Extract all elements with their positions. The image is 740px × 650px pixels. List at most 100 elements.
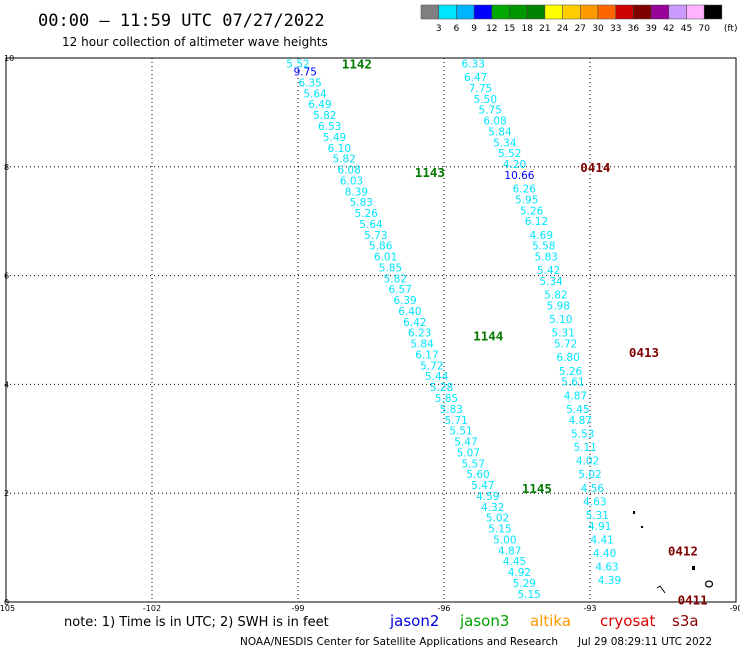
scale-swatch xyxy=(668,4,687,20)
swh-value: 6.33 xyxy=(462,58,485,70)
swh-value: 5.26 xyxy=(520,205,544,217)
swh-value: 6.47 xyxy=(464,72,487,84)
scale-swatch xyxy=(633,4,652,20)
swh-value: 4.63 xyxy=(583,496,606,508)
swh-value: 5.86 xyxy=(369,241,393,253)
swh-value: 5.60 xyxy=(466,469,489,481)
mission-s3a: s3a xyxy=(672,612,699,630)
island-mark xyxy=(641,526,643,528)
swh-value: 5.83 xyxy=(440,404,463,416)
scale-label: 21 xyxy=(539,24,550,34)
scale-swatch xyxy=(420,4,439,20)
swh-value: 5.02 xyxy=(578,469,601,481)
swh-value: 4.02 xyxy=(576,456,599,468)
swh-value: 5.02 xyxy=(486,513,509,525)
scale-swatch xyxy=(597,4,616,20)
swh-value: 5.45 xyxy=(566,404,589,416)
scale-label: 9 xyxy=(471,24,477,34)
swh-value: 6.53 xyxy=(318,121,341,133)
scale-swatch xyxy=(703,4,723,20)
swh-value: 6.01 xyxy=(374,252,397,264)
scale-swatch xyxy=(438,4,457,20)
swh-value: 4.63 xyxy=(595,562,618,574)
x-tick-label: -96 xyxy=(437,604,450,613)
swh-value: 4.40 xyxy=(593,548,616,560)
swh-value: 5.34 xyxy=(539,276,563,288)
y-tick-label: 4 xyxy=(4,380,9,389)
swh-value: 4.91 xyxy=(588,521,611,533)
coast-line xyxy=(656,585,666,594)
swh-value: 5.82 xyxy=(313,110,336,122)
footer-timestamp: Jul 29 08:29:11 UTC 2022 xyxy=(577,636,712,648)
scale-swatch xyxy=(686,4,705,20)
swh-value: 6.17 xyxy=(415,349,438,361)
swh-value: 8.39 xyxy=(345,186,368,198)
swh-value: 6.57 xyxy=(389,284,412,296)
swh-value: 5.64 xyxy=(359,219,383,231)
y-tick-label: 0 xyxy=(4,598,9,607)
footer-credit: NOAA/NESDIS Center for Satellite Applica… xyxy=(240,636,558,648)
island-mark xyxy=(692,566,695,570)
swh-value: 5.29 xyxy=(513,578,536,590)
swh-value: 5.28 xyxy=(430,382,453,394)
scale-swatch xyxy=(473,4,493,20)
scale-label: 6 xyxy=(454,24,460,34)
swh-value: 5.11 xyxy=(573,442,596,454)
swh-value: 4.56 xyxy=(581,483,605,495)
swh-value: 6.12 xyxy=(525,216,548,228)
swh-value: 5.83 xyxy=(350,197,373,209)
swh-value: 6.35 xyxy=(298,77,321,89)
scale-label: 27 xyxy=(575,24,586,34)
swh-value: 5.26 xyxy=(559,366,583,378)
swh-value: 4.92 xyxy=(508,567,531,579)
swh-value: 5.98 xyxy=(547,301,570,313)
orbit-label: 0412 xyxy=(668,543,698,558)
scale-label: 39 xyxy=(645,24,657,34)
swh-value: 4.87 xyxy=(564,390,587,402)
orbit-label: 0413 xyxy=(629,345,659,360)
swh-value: 6.26 xyxy=(513,184,537,196)
swh-value: 5.15 xyxy=(517,589,540,601)
swh-value: 5.47 xyxy=(454,437,477,449)
island-mark xyxy=(704,580,714,588)
swh-value: 5.82 xyxy=(384,273,407,285)
swh-value: 5.31 xyxy=(586,510,609,522)
y-tick-label: 10 xyxy=(4,54,14,63)
swh-value: 5.00 xyxy=(493,534,516,546)
scale-label: 33 xyxy=(610,24,621,34)
coastline-fragments xyxy=(633,511,714,594)
chart-subtitle: 12 hour collection of altimeter wave hei… xyxy=(62,35,328,49)
y-tick-label: 6 xyxy=(4,272,9,281)
x-tick-label: -99 xyxy=(291,604,304,613)
swh-value: 4.69 xyxy=(530,230,553,242)
swh-value: 5.83 xyxy=(535,252,558,264)
mission-cryosat: cryosat xyxy=(600,612,655,630)
y-tick-label: 2 xyxy=(4,489,9,498)
swh-value: 5.34 xyxy=(493,137,517,149)
grid xyxy=(6,58,736,602)
scale-label: 30 xyxy=(592,24,604,34)
x-tick-label: -102 xyxy=(143,604,161,613)
mission-altika: altika xyxy=(530,612,571,630)
swh-value: 5.53 xyxy=(571,428,594,440)
scale-label: 45 xyxy=(681,24,692,34)
swh-value: 5.72 xyxy=(420,360,443,372)
swh-value: 4.59 xyxy=(476,491,499,503)
scale-swatch xyxy=(650,4,670,20)
plot-frame xyxy=(5,57,737,603)
swh-value: 5.71 xyxy=(444,415,467,427)
swh-value: 5.49 xyxy=(323,132,346,144)
orbit-label: 1143 xyxy=(415,165,445,180)
swh-value: 5.84 xyxy=(488,126,512,138)
swh-value: 5.84 xyxy=(410,339,434,351)
scale-label: 24 xyxy=(557,24,569,34)
y-tick-label: 8 xyxy=(4,163,9,172)
swh-value: 5.52 xyxy=(498,148,521,160)
scale-label: 18 xyxy=(521,24,533,34)
swh-value: 6.23 xyxy=(408,328,431,340)
swh-value: 4.32 xyxy=(481,502,504,514)
swh-value: 6.10 xyxy=(328,143,351,155)
swh-value: 7.75 xyxy=(469,83,492,95)
orbit-label: 1142 xyxy=(342,56,372,71)
